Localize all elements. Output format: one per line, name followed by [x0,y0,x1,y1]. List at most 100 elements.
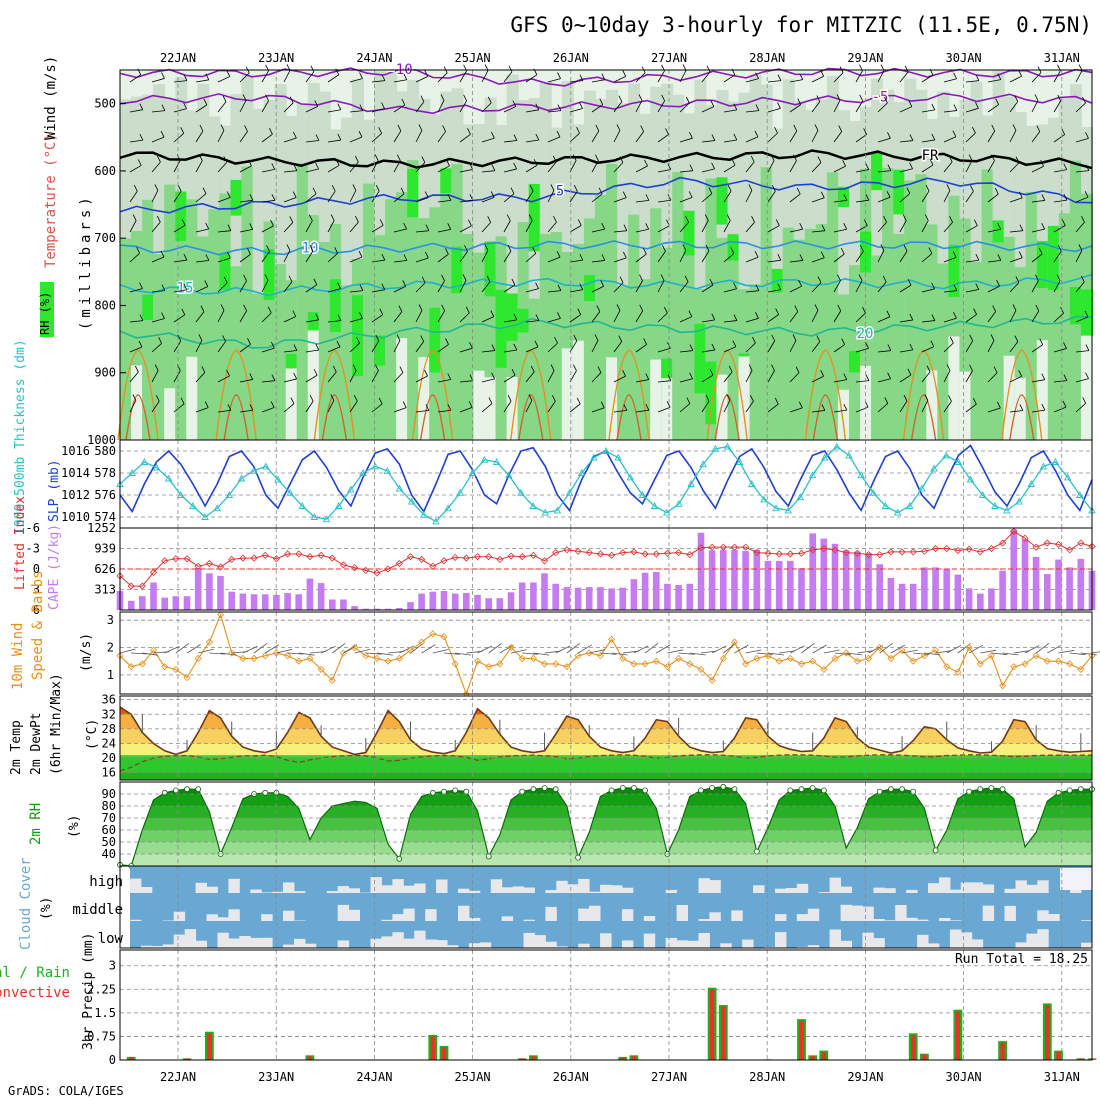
wind-barb [1009,375,1022,383]
wind-barb [223,156,228,163]
wind-barb [855,70,863,83]
wind-barb [705,394,710,402]
wind-barb [393,130,402,143]
wind-barb [283,70,291,83]
wind-barb [745,342,756,353]
rh-point [530,786,537,793]
wind-barb [661,94,666,102]
wind-barb [756,652,773,655]
x-tick-label: 25JAN [455,1070,491,1084]
wind-barb [820,370,825,377]
rh-band [782,227,795,440]
wind-barb [267,306,272,314]
wind-barb [569,259,583,263]
wind-barb [415,162,426,173]
wind-barb [613,410,627,413]
wind-barb [789,340,797,353]
wind-barb [995,98,999,105]
wind-barb [181,308,186,315]
wind-barb [1080,275,1085,283]
wind-barb [239,379,253,383]
rh-band [650,359,663,440]
wind-barb [1002,652,1019,656]
wind-barb [220,304,225,311]
wind-barb [129,165,142,173]
wind-speed-point [999,682,1007,690]
cape-bar [127,600,135,610]
wind-barb [261,225,274,233]
slp-point [553,506,562,514]
rh-point [575,854,581,861]
lifted-index-point [406,553,415,561]
wind-speed-point [261,652,269,660]
wind-barb [1012,124,1017,131]
wind-speed-point [775,657,783,665]
rh-band [738,356,751,440]
wind-barb [261,199,275,203]
rh-band [992,223,1005,440]
wind-barb [798,401,803,409]
x-tick-label: 27JAN [651,1070,687,1084]
lifted-index-point [194,562,202,570]
wind-barb [639,304,644,312]
lifted-index-point [339,561,348,569]
wind-barb [420,335,425,342]
rh-band [440,170,453,440]
cape-bar [373,608,381,610]
wind-barb [1009,310,1017,323]
lifted-index-point [351,564,359,572]
warm-contour [117,349,159,441]
wind-barb [1075,221,1085,233]
wind-barb [1085,164,1090,171]
wind-speed-point [675,654,683,663]
slp-labels: 1000-500mb Thickness (dm) SLP (mb) [13,339,62,535]
wind-barb [843,194,848,201]
wind-barb [173,259,187,263]
rh-band [1036,241,1049,288]
wind-barb [242,94,247,101]
wind-barb [817,276,822,283]
dewpoint-fill [120,772,1092,780]
wind-barb [777,254,782,261]
wind-barb [305,106,318,113]
wind-barb [556,250,561,258]
wind-barb [679,403,691,413]
wind-barb [292,310,297,317]
rh-band [506,376,519,440]
wind-barb [525,288,539,293]
slp-point [480,455,489,463]
wind-barb [660,274,665,281]
wind-barb [283,137,297,143]
cloud-patch [621,887,634,893]
wind-barb [173,190,182,203]
wind-barb [877,281,887,293]
wind-barb [794,305,799,312]
wind-barb [253,643,268,654]
wind-speed-point [976,660,984,668]
y-tick-label-right: 939 [94,542,116,556]
slp-point [505,471,513,479]
rh-band [583,218,596,440]
wind-barb [711,343,716,351]
wind-barb [1035,274,1039,281]
wind-barb [1075,281,1085,293]
x-tick-label: 31JAN [1044,1070,1080,1084]
wind-barb [283,403,295,413]
cloud-patch [643,933,656,948]
rh-band [142,294,155,320]
wind-barb [249,194,254,201]
slp-point [213,504,221,512]
wind-barb [943,110,957,113]
rh-band [948,336,961,440]
wind-barb [931,133,936,141]
x-tick-label: 30JAN [946,1070,982,1084]
wind-barb [771,185,776,192]
wind-barb [446,159,450,167]
wind-barb [315,343,320,351]
wind-barb [689,132,693,139]
wind-barb [1035,304,1040,312]
wind-barb [421,276,426,283]
wind-barb [499,644,514,654]
wind-barb [136,247,140,254]
wind-barb [710,100,715,107]
